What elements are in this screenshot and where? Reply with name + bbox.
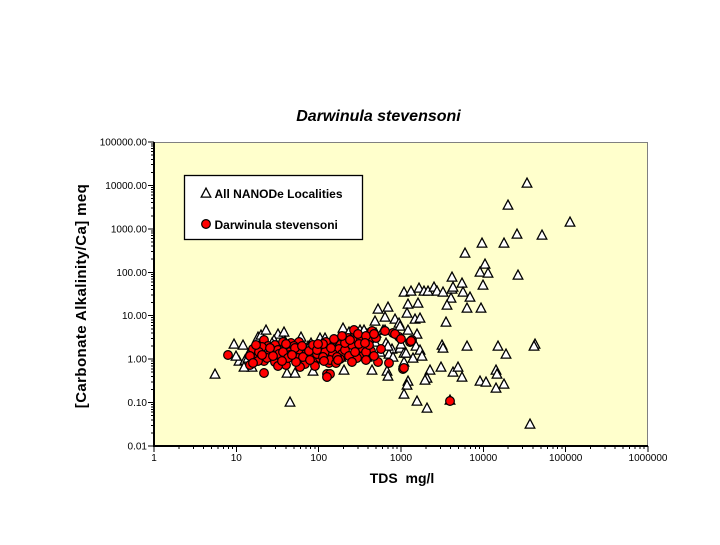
svg-text:1000: 1000: [390, 453, 413, 464]
svg-text:10000: 10000: [469, 453, 497, 464]
svg-text:TDS mg/l: TDS mg/l: [370, 470, 435, 486]
svg-text:Darwinula stevensoni: Darwinula stevensoni: [215, 218, 338, 232]
svg-text:1.00: 1.00: [128, 355, 148, 366]
svg-text:[Carbonate Alkalinity/Ca] meq: [Carbonate Alkalinity/Ca] meq: [73, 184, 90, 408]
svg-text:0.01: 0.01: [128, 442, 148, 453]
svg-text:100: 100: [310, 453, 327, 464]
svg-text:All NANODe Localities: All NANODe Localities: [215, 187, 343, 201]
svg-text:1: 1: [151, 453, 157, 464]
svg-text:10: 10: [231, 453, 243, 464]
svg-text:100000: 100000: [549, 453, 583, 464]
svg-text:100000.00: 100000.00: [100, 138, 148, 149]
svg-text:100.00: 100.00: [116, 268, 147, 279]
svg-text:1000000: 1000000: [629, 453, 668, 464]
svg-text:Darwinula stevensoni: Darwinula stevensoni: [296, 108, 461, 125]
svg-text:10000.00: 10000.00: [105, 181, 147, 192]
svg-text:10.00: 10.00: [122, 311, 147, 322]
svg-text:0.10: 0.10: [128, 398, 148, 409]
svg-text:1000.00: 1000.00: [111, 224, 148, 235]
